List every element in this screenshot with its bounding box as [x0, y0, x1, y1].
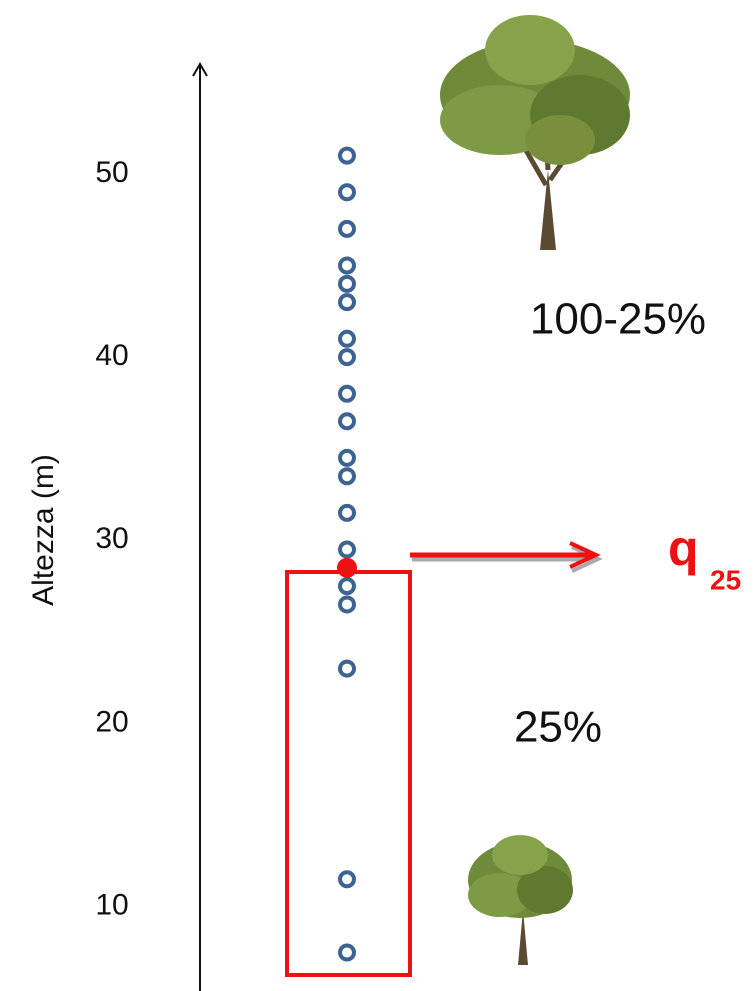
- y-tick-label: 20: [95, 705, 128, 738]
- point: [338, 577, 356, 596]
- point: [338, 384, 356, 403]
- point: [338, 146, 356, 165]
- quantile-label: q: [668, 520, 699, 576]
- y-tick-label: 40: [95, 339, 128, 372]
- point: [338, 467, 356, 486]
- quantile-arrow: [410, 541, 603, 573]
- point: [338, 348, 356, 367]
- point: [338, 870, 356, 889]
- y-tick-label: 30: [95, 522, 128, 555]
- point: [338, 329, 356, 348]
- point: [338, 274, 356, 293]
- y-tick-label: 50: [95, 156, 128, 189]
- point: [338, 412, 356, 431]
- quantile-subscript: 25: [710, 564, 741, 595]
- point: [338, 256, 356, 275]
- quantile-point: [337, 557, 357, 578]
- y-tick-label: 10: [95, 889, 128, 922]
- quantile-box: [285, 570, 412, 977]
- tree-small: [468, 835, 573, 965]
- tree-large: [440, 15, 630, 250]
- point: [338, 448, 356, 467]
- y-axis-arrow: [192, 62, 208, 77]
- point: [338, 943, 356, 962]
- point: [338, 540, 356, 559]
- point: [338, 219, 356, 238]
- annotation: 25%: [514, 703, 602, 752]
- point: [338, 503, 356, 522]
- y-axis-label: Altezza (m): [27, 454, 60, 606]
- point: [338, 293, 356, 312]
- point: [338, 659, 356, 678]
- point: [338, 595, 356, 614]
- point: [338, 183, 356, 202]
- annotation: 100-25%: [530, 295, 706, 344]
